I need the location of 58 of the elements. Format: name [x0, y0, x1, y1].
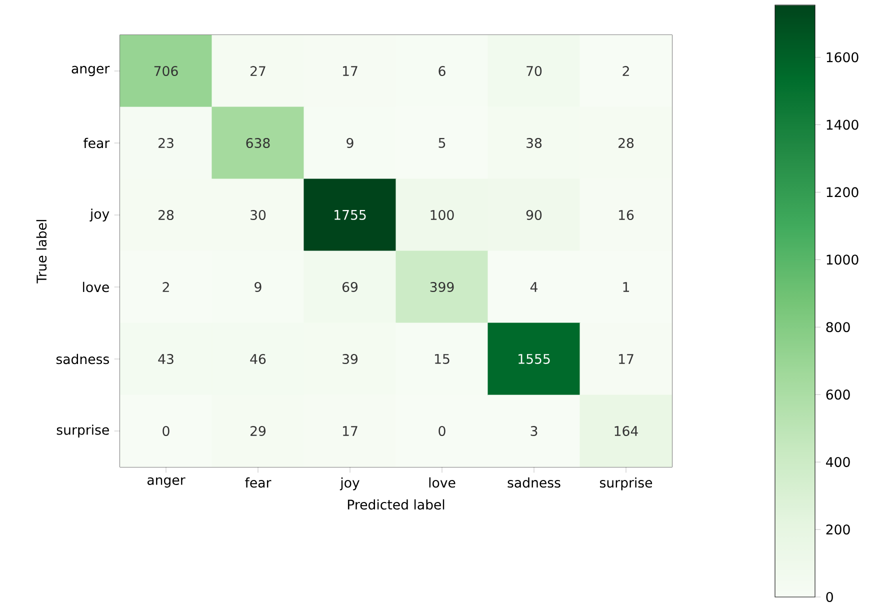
color-bar-label: 1200 — [826, 187, 858, 198]
data-label: 16 — [619, 210, 634, 220]
data-label: 43 — [158, 354, 174, 364]
data-label: 28 — [618, 138, 634, 148]
data-label: 17 — [343, 66, 358, 76]
color-bar-label: 1000 — [826, 254, 858, 265]
x-tick-label: surprise — [600, 477, 652, 490]
data-label: 4 — [530, 282, 538, 292]
data-label: 23 — [158, 138, 174, 148]
data-label: 15 — [435, 354, 450, 364]
data-label: 1755 — [334, 210, 366, 220]
y-axis-title: True label — [36, 220, 47, 284]
data-label: 706 — [154, 66, 178, 76]
x-axis-title: Predicted label — [348, 499, 444, 510]
color-bar-label: 1600 — [826, 52, 858, 62]
y-tick-label: joy — [90, 208, 110, 222]
data-label: 17 — [343, 426, 358, 436]
data-label: 0 — [162, 426, 170, 436]
y-tick-label: surprise — [56, 424, 109, 438]
data-label: 399 — [430, 282, 454, 292]
x-tick-label: joy — [340, 477, 360, 490]
data-label: 6 — [438, 66, 446, 76]
data-label: 46 — [250, 354, 266, 364]
data-label: 0 — [438, 426, 446, 436]
data-label: 2 — [162, 282, 169, 292]
data-label: 70 — [526, 66, 542, 76]
color-bar-label: 1400 — [826, 120, 858, 130]
data-label: 39 — [342, 354, 358, 364]
data-label: 38 — [526, 138, 542, 148]
color-bar-label: 400 — [826, 457, 850, 468]
color-bar-label: 600 — [826, 390, 850, 400]
data-label: 27 — [250, 66, 266, 76]
data-label: 1555 — [518, 354, 550, 364]
data-label: 3 — [530, 426, 538, 436]
y-tick-label: fear — [84, 138, 110, 148]
y-tick-label: anger — [72, 66, 110, 76]
data-label: 28 — [158, 210, 174, 220]
data-label: 1 — [623, 282, 630, 292]
data-label: 164 — [614, 426, 638, 436]
x-tick-label: anger — [147, 477, 186, 488]
x-tick-label: fear — [245, 477, 272, 488]
data-label: 69 — [342, 282, 358, 292]
data-label: 2 — [622, 66, 629, 76]
y-tick-label: sadness — [56, 354, 109, 364]
data-label: 90 — [526, 210, 542, 220]
data-label: 30 — [250, 210, 266, 220]
data-label: 29 — [250, 426, 266, 436]
data-label: 9 — [346, 138, 354, 148]
x-tick-label: sadness — [508, 477, 560, 488]
color-bar-label: 800 — [826, 322, 850, 332]
data-label: 5 — [438, 138, 446, 148]
data-label: 100 — [430, 210, 454, 220]
color-bar-label: 200 — [826, 524, 850, 535]
data-label: 638 — [246, 138, 270, 148]
y-tick-label: love — [83, 282, 109, 292]
color-bar-label: 0 — [826, 592, 833, 602]
data-label: 9 — [254, 282, 262, 292]
x-tick-label: love — [429, 477, 456, 488]
